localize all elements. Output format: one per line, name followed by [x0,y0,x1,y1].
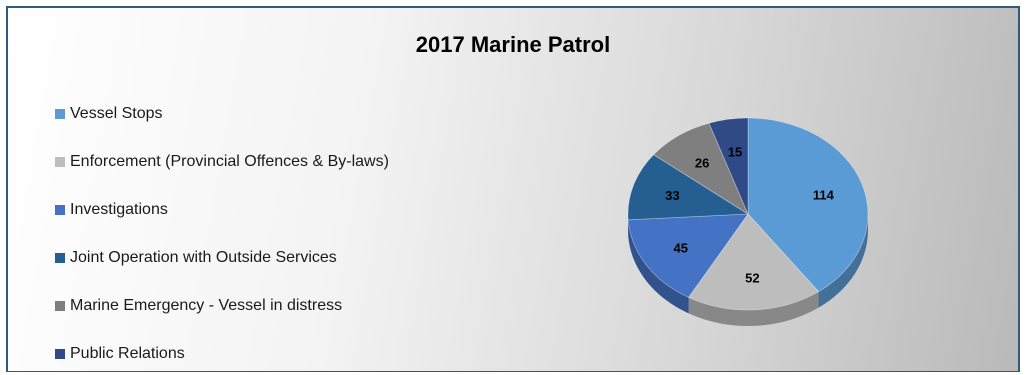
data-label-vessel-stops: 114 [813,187,835,202]
legend-label: Investigations [70,201,168,218]
data-label-joint-operation: 33 [665,188,679,203]
pie-slice-side [688,291,819,326]
legend-item-public-relations: Public Relations [55,330,389,371]
legend-swatch [55,205,65,215]
legend-item-vessel-stops: Vessel Stops [55,90,389,138]
pie-chart: 114 52 45 33 26 15 [627,117,869,326]
legend-item-joint-operation: Joint Operation with Outside Services [55,234,389,282]
pie-slice-marine-emergency [653,122,749,216]
legend-label: Enforcement (Provincial Offences & By-la… [70,153,389,170]
data-label-marine-emergency: 26 [695,155,709,170]
legend-swatch [55,157,65,167]
pie-slice-side [818,214,868,308]
legend-swatch [55,301,65,311]
legend-swatch [55,109,65,119]
legend-label: Vessel Stops [70,105,163,122]
legend-item-enforcement: Enforcement (Provincial Offences & By-la… [55,138,389,186]
pie-slices [627,117,869,311]
legend-label: Public Relations [70,345,185,362]
legend-label: Marine Emergency - Vessel in distress [70,297,343,314]
chart-title: 2017 Marine Patrol [415,32,611,57]
pie-sides [628,214,868,326]
legend-swatch [55,253,65,263]
chart-area: 2017 Marine Patrol Vessel Stops Enforcem… [6,6,1020,372]
legend-item-marine-emergency: Marine Emergency - Vessel in distress [55,282,389,330]
legend-item-investigations: Investigations [55,186,389,234]
pie-slice-public-relations [708,117,749,215]
pie-slice-joint-operation [627,154,750,221]
pie-slice-vessel-stops [747,117,869,293]
pie-labels: 114 52 45 33 26 15 [665,145,834,286]
pie-slice-side [628,219,689,314]
data-label-investigations: 45 [674,240,688,255]
pie-slice-investigations [627,213,749,298]
data-label-public-relations: 15 [728,145,742,160]
data-label-enforcement: 52 [745,270,759,285]
legend: Vessel Stops Enforcement (Provincial Off… [55,90,389,371]
legend-swatch [55,349,65,359]
legend-label: Joint Operation with Outside Services [70,249,337,266]
pie-slice-enforcement [687,213,820,311]
